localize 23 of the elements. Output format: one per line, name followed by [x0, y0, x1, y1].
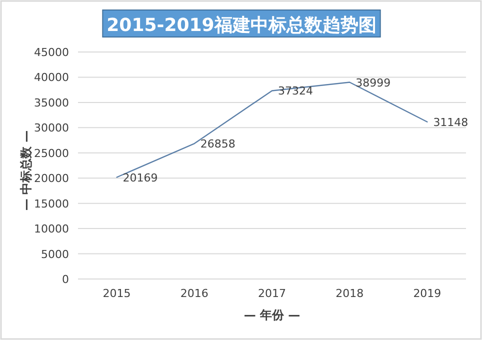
data-label: 26858 — [200, 138, 236, 151]
y-tick-label: 0 — [62, 273, 69, 286]
x-tick-label: 2018 — [336, 287, 364, 300]
x-tick-label: 2017 — [258, 287, 286, 300]
data-label: 37324 — [278, 84, 313, 98]
y-tick-label: 15000 — [34, 197, 69, 210]
x-tick-label: 2015 — [102, 287, 131, 300]
data-label: 31148 — [433, 116, 468, 129]
chart-title: 2015-2019福建中标总数趋势图 — [106, 15, 376, 36]
y-axis-title: — 中标总数 — — [19, 130, 33, 211]
data-label: 38999 — [356, 76, 391, 90]
y-tick-label: 40000 — [34, 71, 69, 84]
x-tick-label: 2019 — [413, 287, 442, 300]
y-tick-label: 35000 — [34, 96, 69, 110]
y-tick-label: 20000 — [34, 172, 69, 186]
x-axis-title: — 年份 — — [244, 308, 300, 322]
y-tick-label: 30000 — [34, 122, 69, 135]
y-tick-label: 45000 — [34, 46, 69, 59]
y-tick-label: 10000 — [34, 222, 69, 236]
y-tick-label: 25000 — [34, 146, 69, 160]
x-tick-label: 2016 — [180, 287, 208, 300]
y-tick-label: 5000 — [41, 248, 69, 261]
data-label: 20169 — [122, 171, 158, 184]
